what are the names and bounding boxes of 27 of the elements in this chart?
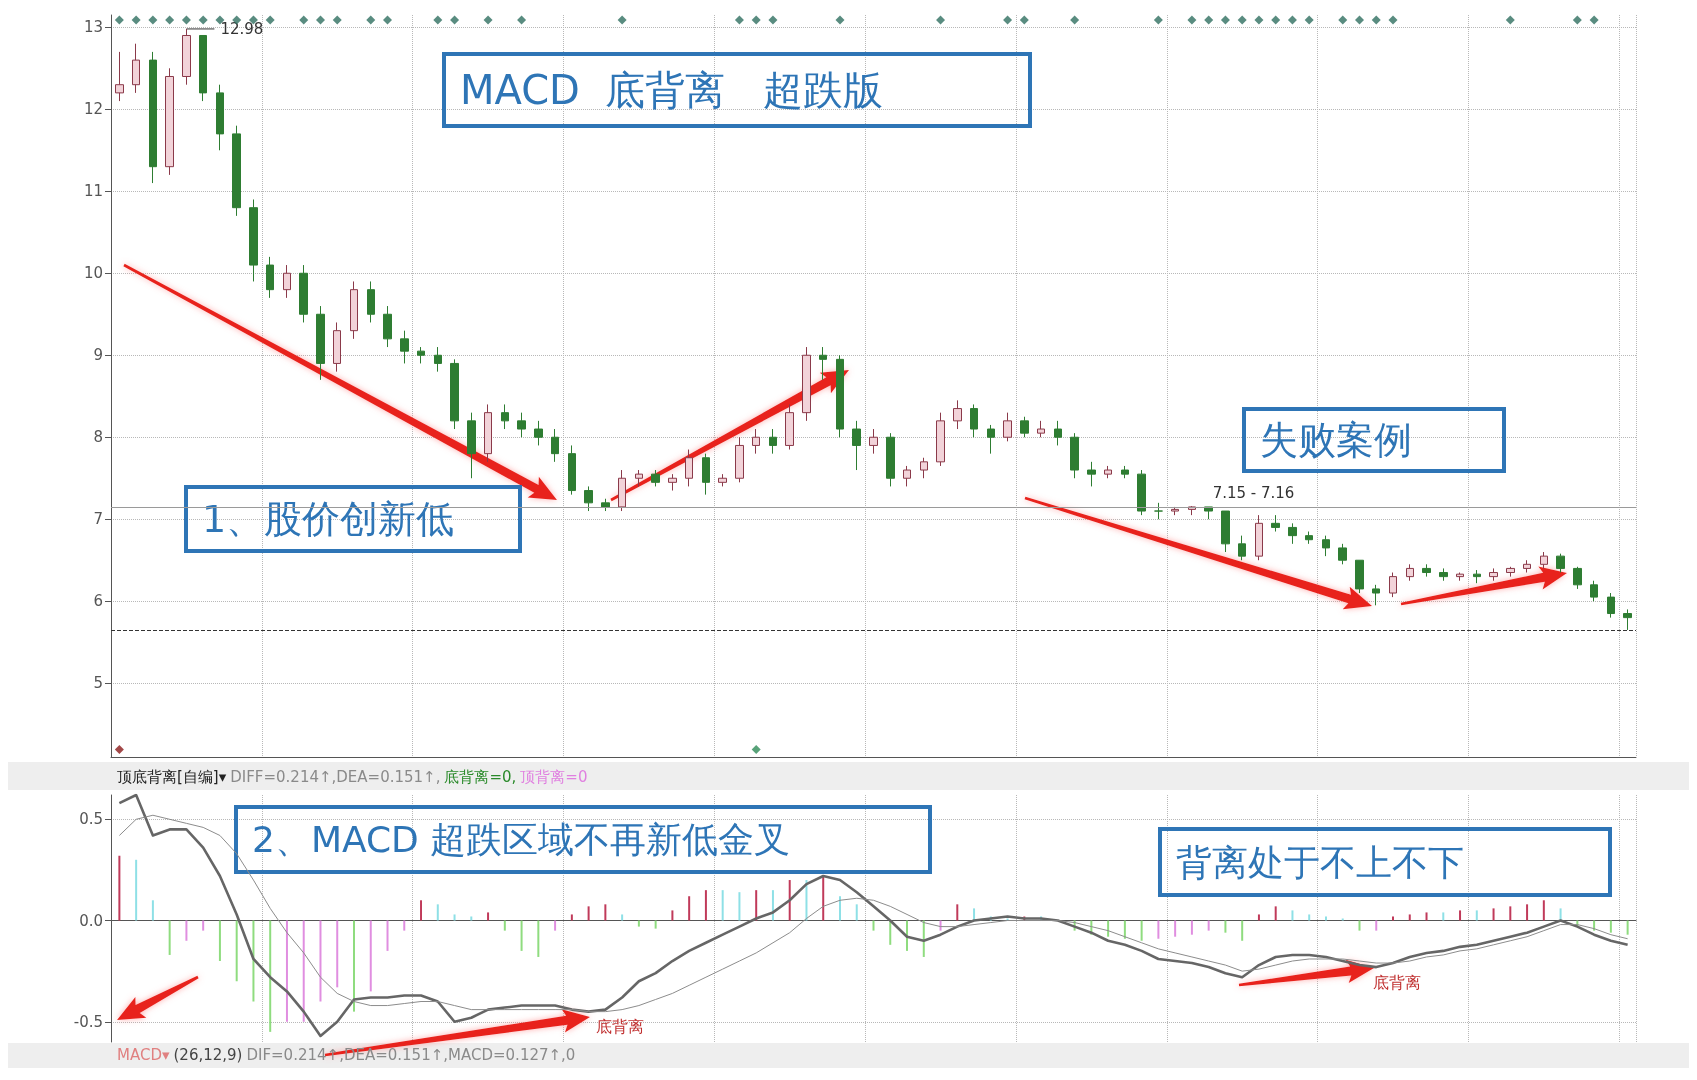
y-tick-label: 6 [93, 592, 103, 611]
y-tick-label: 5 [93, 674, 103, 693]
annotation: 底背离 [1373, 972, 1421, 992]
text: (26,12,9) [173, 1046, 243, 1064]
y-tick-label: 7 [93, 510, 103, 529]
y-tick-label: 0.0 [79, 911, 103, 930]
text: 底背离=0, [444, 768, 517, 786]
y-tick-label: 8 [93, 428, 103, 447]
text: DIF=0.214↑,DEA=0.151↑,MACD=0.127↑,0 [246, 1046, 576, 1064]
y-tick-label: 11 [83, 182, 103, 201]
text: 顶背离=0 [520, 768, 588, 786]
annotation: 底背离 [596, 1016, 644, 1036]
y-tick-label: 10 [83, 264, 103, 283]
y-tick-label: 12 [83, 100, 103, 119]
text: DIFF=0.214↑,DEA=0.151↑, [230, 768, 441, 786]
annotation: 背离处于不上不下 [1176, 841, 1464, 883]
annotation: 失败案例 [1260, 418, 1412, 462]
text: 顶底背离[自编]▾ [117, 768, 227, 786]
y-tick-label: 0.5 [79, 810, 103, 829]
annotation: 12.98 [220, 19, 264, 38]
annotation: 2、MACD 超跌区域不再新低金叉 [252, 819, 791, 860]
annotation: MACD 底背离 超跌版 [460, 67, 884, 113]
y-tick-label: -0.5 [73, 1012, 103, 1031]
y-tick-label: 13 [83, 18, 103, 37]
annotation: 7.15 - 7.16 [1212, 483, 1295, 502]
text: MACD▾ [117, 1046, 170, 1064]
y-tick-label: 9 [93, 346, 103, 365]
